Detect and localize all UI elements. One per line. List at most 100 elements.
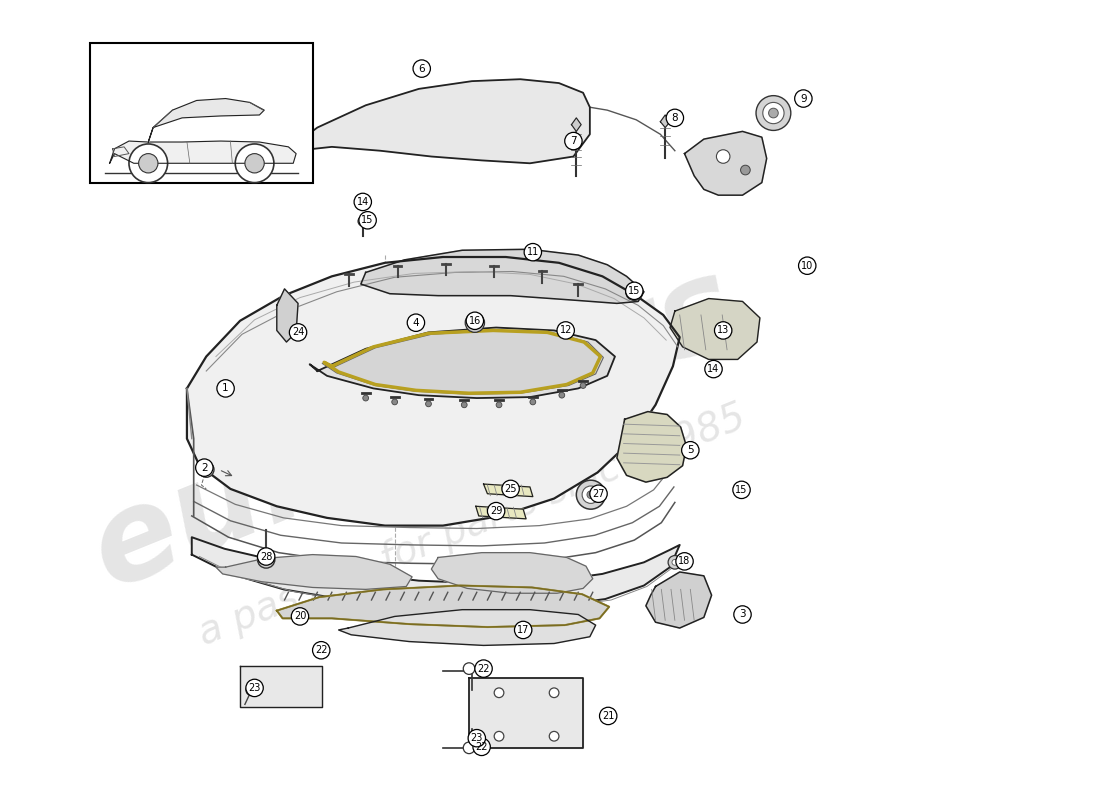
Circle shape: [198, 462, 214, 478]
Text: 6: 6: [418, 63, 425, 74]
Circle shape: [246, 684, 257, 696]
Text: 23: 23: [249, 683, 261, 693]
Circle shape: [354, 194, 372, 210]
Circle shape: [682, 442, 698, 459]
Text: 5: 5: [688, 446, 694, 455]
Circle shape: [735, 483, 748, 497]
Polygon shape: [708, 364, 718, 376]
Circle shape: [769, 108, 779, 118]
Circle shape: [251, 683, 258, 691]
Circle shape: [756, 96, 791, 130]
Circle shape: [245, 154, 264, 173]
Text: 23: 23: [471, 733, 483, 743]
Polygon shape: [572, 118, 581, 131]
Text: 14: 14: [707, 364, 719, 374]
Circle shape: [524, 243, 541, 261]
Text: 21: 21: [602, 711, 615, 721]
Circle shape: [487, 502, 505, 520]
Circle shape: [289, 324, 307, 341]
Polygon shape: [469, 678, 583, 748]
Text: 25: 25: [505, 484, 517, 494]
Circle shape: [392, 399, 397, 405]
Polygon shape: [216, 554, 412, 590]
Circle shape: [734, 606, 751, 623]
Circle shape: [668, 555, 682, 569]
Polygon shape: [339, 610, 595, 646]
Circle shape: [549, 731, 559, 741]
Circle shape: [494, 731, 504, 741]
Circle shape: [358, 217, 367, 226]
Polygon shape: [484, 484, 532, 497]
Circle shape: [469, 730, 485, 747]
Text: 29: 29: [490, 506, 503, 516]
Circle shape: [515, 622, 532, 638]
Polygon shape: [670, 298, 760, 359]
Circle shape: [582, 486, 600, 503]
Text: a passion for parts since 1985: a passion for parts since 1985: [192, 398, 751, 653]
Text: 11: 11: [527, 247, 539, 257]
Circle shape: [129, 144, 167, 182]
Text: 9: 9: [800, 94, 806, 103]
Circle shape: [626, 282, 644, 299]
Text: 8: 8: [672, 113, 679, 123]
Circle shape: [292, 608, 309, 625]
Text: 22: 22: [477, 664, 490, 674]
Circle shape: [502, 480, 519, 498]
Circle shape: [576, 480, 605, 509]
Polygon shape: [322, 330, 604, 394]
Polygon shape: [358, 197, 367, 209]
Polygon shape: [660, 115, 670, 127]
Polygon shape: [240, 666, 322, 707]
Text: 2: 2: [201, 462, 208, 473]
Circle shape: [470, 318, 480, 327]
Polygon shape: [187, 257, 680, 526]
Circle shape: [465, 313, 484, 332]
Polygon shape: [476, 506, 526, 519]
Text: 22: 22: [475, 742, 488, 752]
Circle shape: [626, 283, 644, 301]
Circle shape: [530, 399, 536, 405]
Text: 3: 3: [739, 610, 746, 619]
Circle shape: [672, 559, 678, 566]
Circle shape: [196, 459, 213, 476]
Polygon shape: [277, 586, 609, 627]
Text: 24: 24: [292, 327, 305, 338]
Polygon shape: [277, 289, 298, 342]
Circle shape: [587, 491, 595, 498]
Circle shape: [466, 312, 484, 330]
Circle shape: [762, 102, 784, 124]
Circle shape: [312, 642, 330, 659]
Polygon shape: [309, 327, 615, 398]
Circle shape: [675, 553, 693, 570]
Circle shape: [740, 166, 750, 175]
Text: 15: 15: [736, 485, 748, 495]
Circle shape: [715, 322, 732, 339]
Circle shape: [463, 742, 475, 754]
Text: 15: 15: [362, 215, 374, 226]
Text: 16: 16: [469, 316, 481, 326]
Text: 14: 14: [356, 197, 369, 207]
Circle shape: [139, 154, 158, 173]
Circle shape: [257, 550, 275, 568]
Text: 22: 22: [315, 646, 328, 655]
Polygon shape: [286, 79, 590, 163]
Text: 1: 1: [222, 383, 229, 394]
Circle shape: [600, 707, 617, 725]
Text: 7: 7: [570, 136, 576, 146]
Circle shape: [705, 360, 723, 378]
Text: 18: 18: [679, 556, 691, 566]
Circle shape: [494, 688, 504, 698]
Circle shape: [217, 380, 234, 397]
Polygon shape: [191, 538, 680, 609]
Circle shape: [799, 257, 816, 274]
Text: 20: 20: [294, 611, 306, 622]
Circle shape: [407, 314, 425, 331]
Text: 15: 15: [628, 286, 640, 296]
Circle shape: [461, 402, 468, 408]
Circle shape: [667, 109, 683, 126]
Circle shape: [549, 688, 559, 698]
Polygon shape: [110, 141, 296, 163]
Circle shape: [363, 395, 368, 401]
Circle shape: [564, 132, 582, 150]
Circle shape: [426, 401, 431, 406]
